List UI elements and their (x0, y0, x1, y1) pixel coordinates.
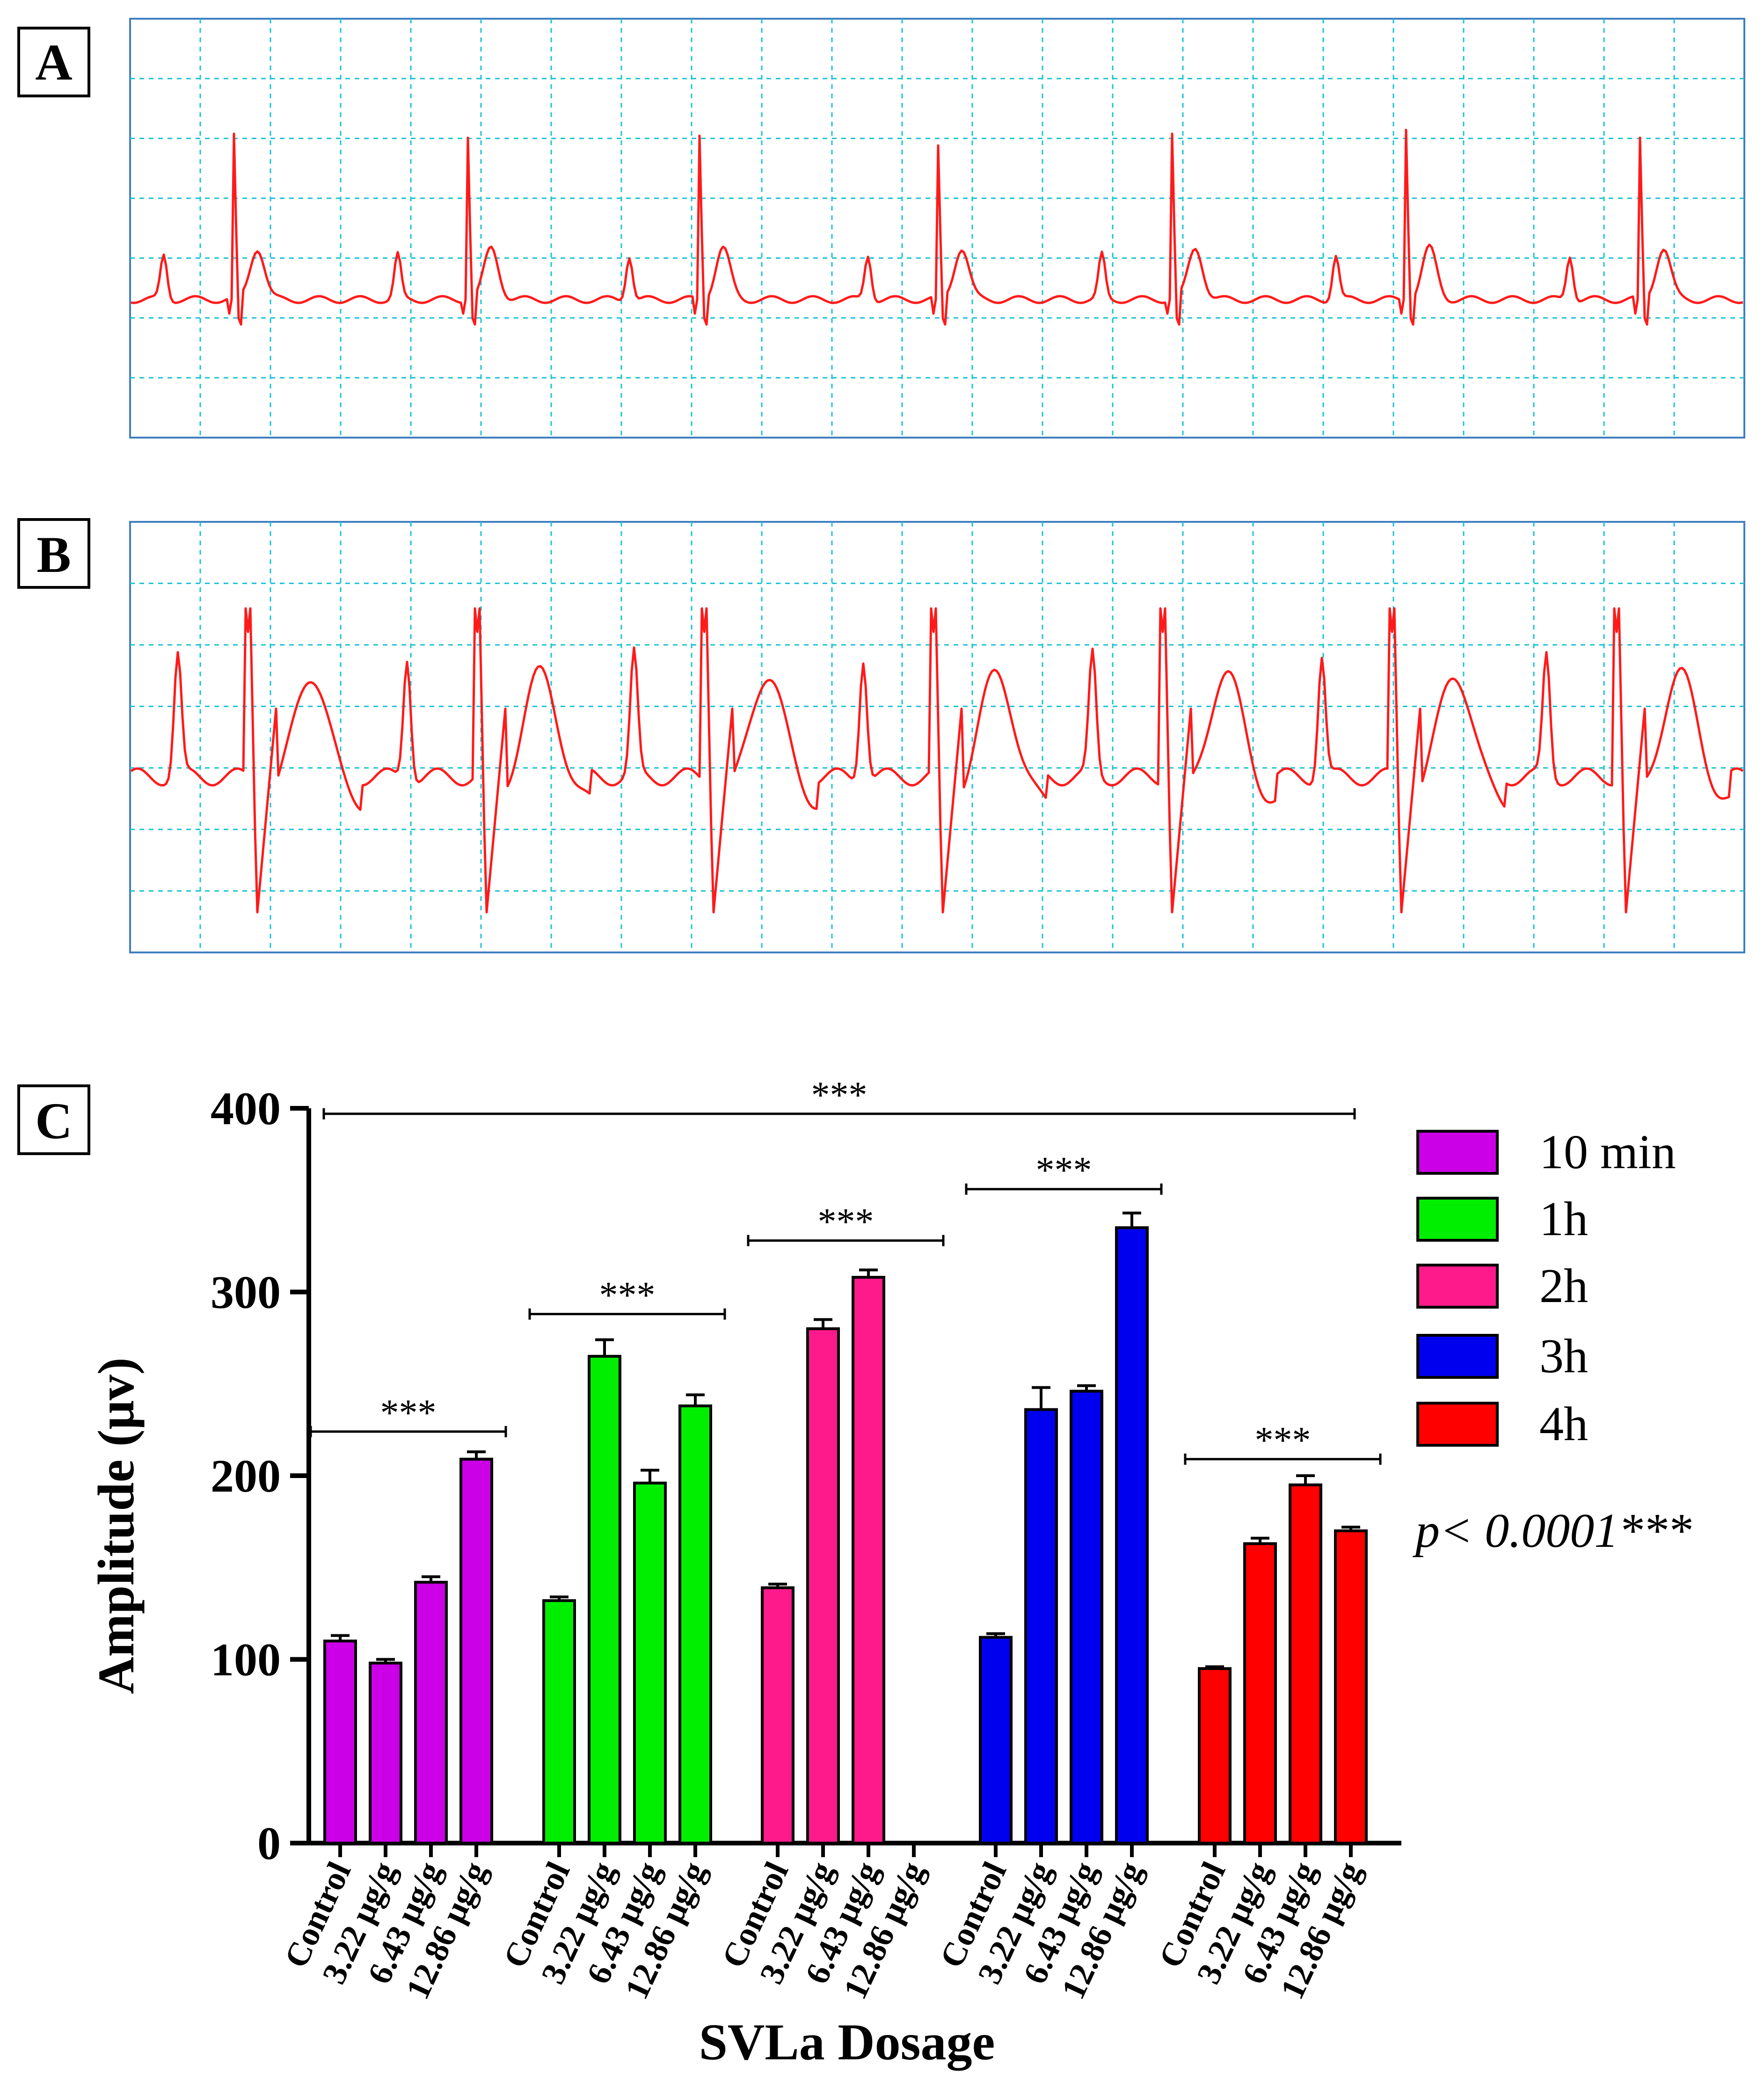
y-axis-title: Amplitude (μv) (87, 1357, 145, 1694)
panel-b: B (17, 518, 1745, 953)
bar (542, 1599, 576, 1844)
significance-label: *** (811, 1075, 867, 1116)
legend-swatch (1416, 1334, 1499, 1379)
bar (761, 1586, 795, 1845)
x-axis-title: SVLa Dosage (699, 2013, 995, 2071)
significance-label: *** (599, 1275, 656, 1316)
panel-b-label-box (17, 518, 90, 589)
legend-swatch (1416, 1197, 1499, 1242)
bar (1024, 1408, 1058, 1844)
y-tick-label: 300 (211, 1266, 281, 1318)
bar (633, 1481, 667, 1844)
y-tick-label: 200 (211, 1450, 281, 1502)
legend-swatch (1416, 1402, 1499, 1447)
bar (588, 1354, 621, 1844)
bar (852, 1276, 885, 1845)
bar (1115, 1226, 1149, 1844)
legend-label: 1h (1539, 1192, 1588, 1246)
bar (678, 1404, 712, 1845)
bar (1289, 1483, 1322, 1844)
ecg-a-grid (130, 19, 1744, 438)
legend-swatch (1416, 1264, 1499, 1309)
bar (1243, 1542, 1277, 1845)
significance-label: *** (1036, 1150, 1092, 1191)
bar (323, 1640, 357, 1844)
significance-label: *** (818, 1201, 874, 1243)
bar (979, 1636, 1013, 1844)
panel-a-label-box (17, 27, 90, 97)
legend-label: 3h (1539, 1329, 1588, 1383)
legend-label: 2h (1539, 1259, 1588, 1313)
ecg-b-trace (130, 607, 1744, 914)
panel-c-label: C (35, 1092, 72, 1149)
ecg-a-trace (131, 129, 1743, 326)
bar (369, 1661, 402, 1845)
legend-label: 10 min (1539, 1125, 1676, 1179)
y-tick-label: 0 (257, 1817, 281, 1869)
bar (459, 1457, 493, 1845)
bar (1334, 1529, 1368, 1844)
y-tick-label: 400 (211, 1083, 281, 1134)
significance-label: *** (1255, 1420, 1311, 1461)
panel-a-label: A (35, 34, 72, 91)
y-tick-label: 100 (211, 1634, 281, 1686)
bar (1198, 1667, 1232, 1844)
panel-c-label-box (17, 1084, 90, 1155)
panel-b-label: B (36, 526, 71, 583)
panel-a: A (17, 18, 1745, 439)
bar (1070, 1390, 1103, 1844)
legend-label: 4h (1539, 1397, 1588, 1451)
bar (414, 1581, 448, 1844)
ecg-b-frame (129, 521, 1745, 953)
p-value: p< 0.0001*** (1412, 1504, 1691, 1558)
significance-label: *** (380, 1392, 437, 1434)
bar (806, 1327, 840, 1844)
legend-swatch (1416, 1130, 1499, 1175)
